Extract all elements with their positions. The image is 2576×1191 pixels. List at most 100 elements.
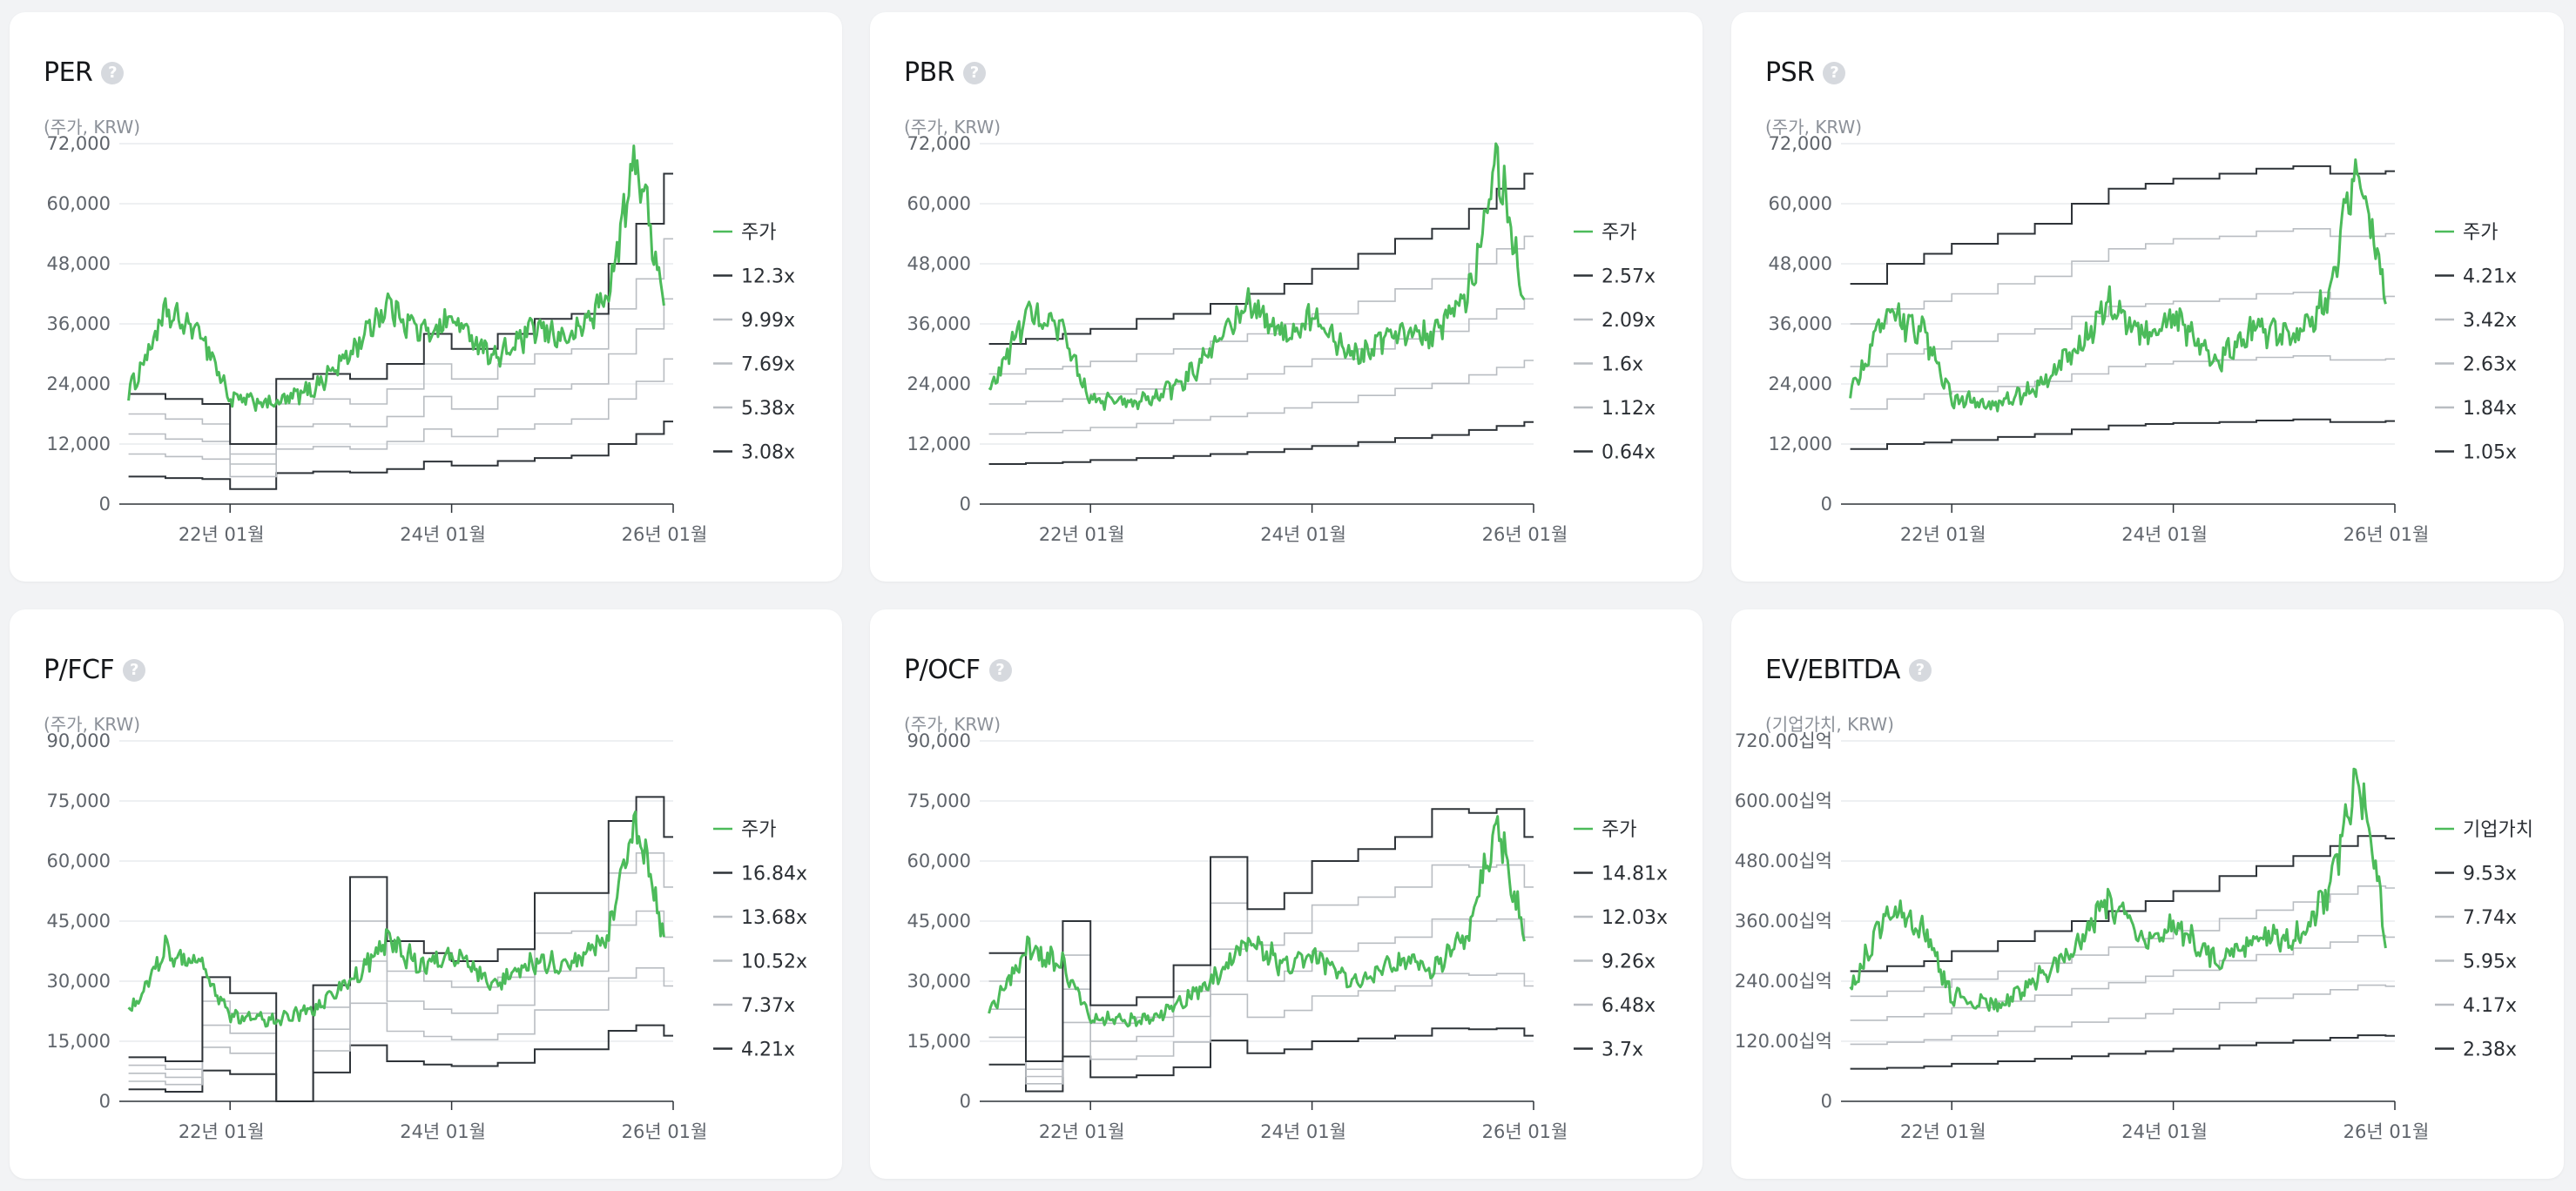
y-tick-label: 24,000 xyxy=(907,373,971,394)
help-icon[interactable]: ? xyxy=(101,61,125,84)
band-line xyxy=(128,358,673,478)
y-tick-label: 15,000 xyxy=(907,1031,971,1052)
x-tick-label: 24년 01월 xyxy=(1260,524,1346,545)
y-tick-label: 48,000 xyxy=(907,253,971,274)
y-tick-label: 48,000 xyxy=(47,253,111,274)
card-header: PSR? xyxy=(1765,57,1846,88)
chart-svg: 0 12,000 24,000 36,000 48,000 60,000 72,000 22년… xyxy=(907,133,1656,545)
x-tick-label: 22년 01월 xyxy=(1039,524,1125,545)
price-line xyxy=(988,142,1526,411)
band-line xyxy=(128,1024,673,1102)
help-icon[interactable]: ? xyxy=(1908,658,1932,682)
band-line xyxy=(128,796,673,1102)
legend-label: 주가 xyxy=(741,222,776,244)
y-tick-label: 45,000 xyxy=(47,911,111,932)
y-tick-label: 48,000 xyxy=(1769,253,1832,274)
y-tick-label: 60,000 xyxy=(47,851,111,871)
legend-label: 3.42x xyxy=(2463,310,2517,332)
y-tick-label: 12,000 xyxy=(1769,434,1832,454)
band-line xyxy=(1850,228,2395,325)
y-tick-label: 45,000 xyxy=(907,911,971,932)
y-tick-label: 60,000 xyxy=(907,851,971,871)
chart-svg: 0 15,000 30,000 45,000 60,000 75,000 90,000 22년… xyxy=(907,730,1669,1142)
x-tick-label: 22년 01월 xyxy=(1039,1121,1125,1142)
legend-label: 5.95x xyxy=(2463,952,2517,973)
price-line xyxy=(1849,767,2387,1013)
legend-label: 14.81x xyxy=(1602,864,1668,885)
band-line xyxy=(988,421,1534,465)
x-tick-label: 26년 01월 xyxy=(622,524,708,545)
legend-label: 주가 xyxy=(741,819,776,841)
help-icon[interactable]: ? xyxy=(1823,61,1846,84)
card-header: PER? xyxy=(44,57,125,88)
y-tick-label: 24,000 xyxy=(47,373,111,394)
band-line xyxy=(1850,984,2395,1046)
x-tick-label: 22년 01월 xyxy=(1900,524,1986,545)
card-title: PSR xyxy=(1765,57,1815,88)
card-psr: PSR? (주가, KRW) 0 12,000 24,000 36,000 48,000 60… xyxy=(1731,12,2564,582)
y-tick-label: 72,000 xyxy=(907,133,971,154)
band-line xyxy=(988,808,1534,1062)
card-header: EV/EBITDA? xyxy=(1765,655,1932,685)
card-title: PER xyxy=(44,57,93,88)
legend-label: 7.74x xyxy=(2463,907,2517,929)
legend-label: 1.6x xyxy=(1602,354,1643,376)
chart-svg: 0 12,000 24,000 36,000 48,000 60,000 72,000 22년… xyxy=(47,133,796,545)
y-tick-label: 90,000 xyxy=(907,730,971,751)
chart-svg: 0 12,000 24,000 36,000 48,000 60,000 72,000 22년… xyxy=(1769,133,2518,545)
unit-label: (주가, KRW) xyxy=(904,714,1001,735)
x-tick-label: 22년 01월 xyxy=(179,524,265,545)
legend-label: 1.84x xyxy=(2463,398,2517,420)
legend-label: 3.7x xyxy=(1602,1040,1643,1061)
card-title: PBR xyxy=(904,57,955,88)
band-line xyxy=(1850,165,2395,285)
band-line xyxy=(988,172,1534,345)
y-tick-label: 0 xyxy=(1821,494,1832,515)
y-tick-label: 600.00십억 xyxy=(1735,791,1832,811)
legend-label: 13.68x xyxy=(741,907,807,929)
y-tick-label: 480.00십억 xyxy=(1735,851,1832,871)
x-tick-label: 26년 01월 xyxy=(1482,1121,1568,1142)
price-line xyxy=(1849,158,2387,413)
y-tick-label: 75,000 xyxy=(907,791,971,811)
y-tick-label: 60,000 xyxy=(1769,193,1832,214)
price-line xyxy=(127,145,665,413)
x-tick-label: 24년 01월 xyxy=(2121,1121,2208,1142)
y-tick-label: 0 xyxy=(99,1091,111,1112)
legend-label: 12.03x xyxy=(1602,907,1668,929)
y-tick-label: 75,000 xyxy=(47,791,111,811)
card-title: P/OCF xyxy=(904,655,981,685)
y-tick-label: 60,000 xyxy=(47,193,111,214)
card-title: EV/EBITDA xyxy=(1765,655,1900,685)
help-icon[interactable]: ? xyxy=(963,61,987,84)
y-tick-label: 72,000 xyxy=(47,133,111,154)
y-tick-label: 0 xyxy=(960,1091,971,1112)
legend-label: 9.99x xyxy=(741,310,795,332)
legend-label: 4.17x xyxy=(2463,995,2517,1017)
y-tick-label: 90,000 xyxy=(47,730,111,751)
y-tick-label: 30,000 xyxy=(907,971,971,992)
y-tick-label: 720.00십억 xyxy=(1735,730,1832,751)
band-line xyxy=(1850,1034,2395,1070)
legend-label: 7.37x xyxy=(741,995,795,1017)
y-tick-label: 12,000 xyxy=(907,434,971,454)
card-header: P/OCF? xyxy=(904,655,1012,685)
unit-label: (주가, KRW) xyxy=(904,117,1001,138)
card-header: P/FCF? xyxy=(44,655,146,685)
card-title: P/FCF xyxy=(44,655,115,685)
x-tick-label: 26년 01월 xyxy=(2343,1121,2430,1142)
legend-label: 주가 xyxy=(1602,819,1636,841)
y-tick-label: 30,000 xyxy=(47,971,111,992)
band-line xyxy=(988,360,1534,435)
legend-label: 16.84x xyxy=(741,864,807,885)
help-icon[interactable]: ? xyxy=(988,658,1012,682)
x-tick-label: 24년 01월 xyxy=(400,1121,486,1142)
help-icon[interactable]: ? xyxy=(123,658,146,682)
y-tick-label: 360.00십억 xyxy=(1735,911,1832,932)
band-line xyxy=(1850,934,2395,1021)
price-line xyxy=(127,810,665,1028)
unit-label: (주가, KRW) xyxy=(44,117,141,138)
band-line xyxy=(128,172,673,445)
card-header: PBR? xyxy=(904,57,987,88)
